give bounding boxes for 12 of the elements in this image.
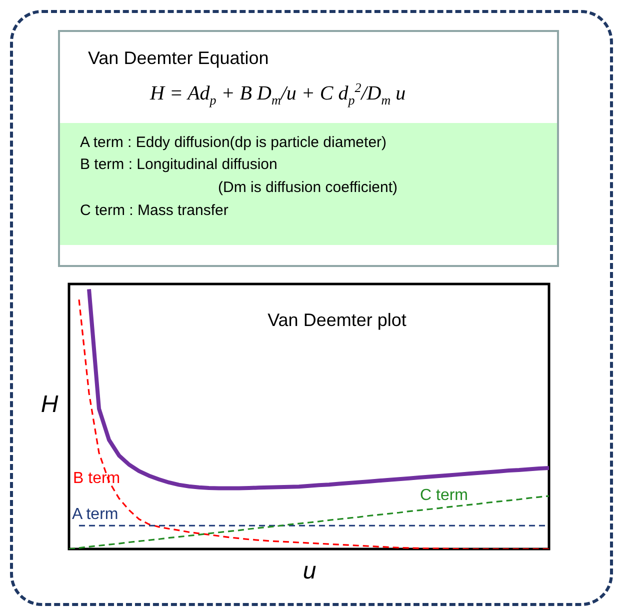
text: Van Deemter Equation xyxy=(88,48,269,69)
text: B term : Longitudinal diffusion xyxy=(80,156,278,173)
text: C term : Mass transfer xyxy=(80,202,228,219)
series-label: A term xyxy=(72,506,118,523)
y-axis-title: H xyxy=(40,391,59,418)
text: H = Ad$_{p}$ + B D$_{m}$/u + C d$_{p}$$^{2}$/D$_{m}$ u xyxy=(150,80,406,108)
text: (Dm is diffusion coefficient) xyxy=(218,179,398,196)
text: Van Deemter plot xyxy=(268,310,406,330)
x-axis-title: u xyxy=(302,558,316,584)
series-label: C term xyxy=(420,487,468,504)
series-label: B term xyxy=(73,470,120,487)
text: A term : Eddy diffusion(dp is particle diameter) xyxy=(80,134,387,151)
